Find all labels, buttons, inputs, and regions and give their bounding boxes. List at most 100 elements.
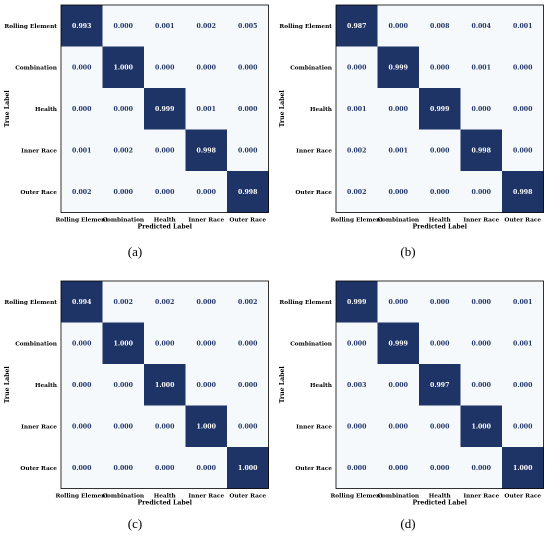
matrix-cell (460, 5, 503, 47)
cell-value-label: 0.000 (238, 106, 258, 113)
plot-frame (335, 4, 544, 213)
cell-value-label: 0.000 (347, 340, 367, 347)
cell-value-label: 0.008 (430, 23, 449, 30)
cell-value-label: 0.002 (347, 147, 366, 154)
matrix-cell (144, 281, 186, 323)
cell-value-label: 0.000 (155, 340, 175, 347)
y-tick-label: Inner Race (296, 424, 332, 430)
plot-frame (335, 280, 544, 489)
cell-value-label: 0.000 (430, 189, 450, 196)
matrix-cell (227, 281, 269, 323)
matrix-cell (460, 281, 503, 323)
matrix-cell (502, 5, 544, 47)
cell-value-label: 0.001 (513, 340, 532, 347)
y-tick-label: Combination (15, 341, 58, 347)
matrix-cell (61, 46, 103, 89)
cell-value-label: 0.000 (72, 465, 92, 472)
matrix-cell (377, 5, 420, 47)
cell-value-label: 0.000 (472, 299, 492, 306)
cell-value-label: 0.002 (155, 299, 174, 306)
matrix-cell (61, 88, 103, 130)
cell-value-label: 0.998 (472, 147, 491, 154)
y-tick-label: Outer Race (295, 466, 332, 472)
cell-value-label: 0.000 (472, 465, 492, 472)
confusion-matrix-d: 0.999 0.000 0.000 0.000 0.001 0.000 0.999 0.000… (275, 276, 550, 537)
plot-frame (60, 280, 269, 489)
cell-value-label: 1.000 (114, 340, 134, 347)
matrix-cell (419, 88, 461, 130)
cell-value-label: 0.000 (238, 340, 258, 347)
matrix-cell (336, 322, 378, 365)
cell-value-label: 0.000 (155, 423, 175, 430)
matrix-cell (61, 5, 103, 47)
cell-value-label: 1.000 (513, 465, 533, 472)
cell-value-label: 0.000 (389, 299, 409, 306)
matrix-cell (460, 447, 503, 489)
cell-value-label: 0.000 (114, 23, 134, 30)
x-tick-label: Combination (102, 494, 145, 500)
cell-value-label: 0.001 (513, 299, 532, 306)
cell-value-label: 0.000 (389, 106, 409, 113)
matrix-cell (377, 364, 420, 406)
matrix-cell (502, 364, 544, 406)
x-tick-label: Outer Race (229, 218, 266, 224)
cell-value-label: 0.000 (197, 64, 217, 71)
cell-value-label: 0.000 (472, 106, 492, 113)
y-tick-label: Rolling Element (279, 24, 332, 30)
matrix-cell (419, 322, 461, 365)
matrix-cell (144, 5, 186, 47)
plot-frame (60, 4, 269, 213)
cell-value-label: 0.000 (472, 340, 492, 347)
cell-value-label: 0.000 (114, 106, 134, 113)
matrix-cell (61, 405, 103, 448)
matrix-cell (336, 129, 378, 172)
matrix-cell (377, 88, 420, 130)
matrix-cell (102, 171, 145, 213)
confusion-matrix-c: 0.994 0.002 0.002 0.000 0.002 0.000 1.000 0.000… (0, 276, 275, 537)
matrix-cell (185, 5, 228, 47)
x-tick-label: Rolling Element (330, 218, 383, 224)
caption-d: (d) (400, 516, 416, 531)
matrix-cell (144, 405, 186, 448)
y-tick-label: Inner Race (21, 424, 57, 430)
matrix-cell (336, 364, 378, 406)
matrix-cell (502, 46, 544, 89)
cell-value-label: 1.000 (472, 423, 492, 430)
matrix-cell (185, 447, 228, 489)
x-axis-title: Predicted Label (412, 224, 467, 231)
matrix-cell (185, 322, 228, 365)
cell-value-label: 0.987 (347, 23, 366, 30)
cell-value-label: 0.000 (389, 423, 409, 430)
cell-value-label: 0.000 (238, 382, 258, 389)
cell-value-label: 0.002 (347, 189, 366, 196)
matrix-cell (419, 129, 461, 172)
x-tick-label: Rolling Element (55, 494, 108, 500)
cell-value-label: 0.993 (72, 23, 91, 30)
y-tick-label: Rolling Element (4, 300, 57, 306)
matrix-cell (102, 281, 145, 323)
matrix-cell (502, 88, 544, 130)
matrix-cell (336, 281, 378, 323)
x-tick-label: Outer Race (504, 218, 541, 224)
matrix-cell (502, 447, 544, 489)
matrix-cell (144, 88, 186, 130)
confusion-matrix-b-svg: 0.987 0.000 0.008 0.004 0.001 0.000 0.999 0.000… (279, 4, 544, 231)
matrix-cell (419, 5, 461, 47)
x-axis-title: Predicted Label (137, 500, 192, 507)
cell-value-label: 0.000 (347, 465, 367, 472)
matrix-cell (460, 129, 503, 172)
cell-value-label: 0.000 (72, 64, 92, 71)
cell-value-label: 0.000 (197, 340, 217, 347)
x-tick-label: Inner Race (463, 494, 499, 500)
x-tick-label: Outer Race (229, 494, 266, 500)
matrix-cell (185, 364, 228, 406)
cell-value-label: 0.000 (513, 147, 533, 154)
cell-value-label: 1.000 (238, 465, 258, 472)
matrix-cell (144, 171, 186, 213)
y-tick-label: Health (35, 107, 58, 113)
matrix-cell (185, 171, 228, 213)
matrix-cell (419, 281, 461, 323)
x-tick-label: Health (154, 494, 177, 500)
matrix-cell (460, 364, 503, 406)
cell-value-label: 0.000 (72, 340, 92, 347)
